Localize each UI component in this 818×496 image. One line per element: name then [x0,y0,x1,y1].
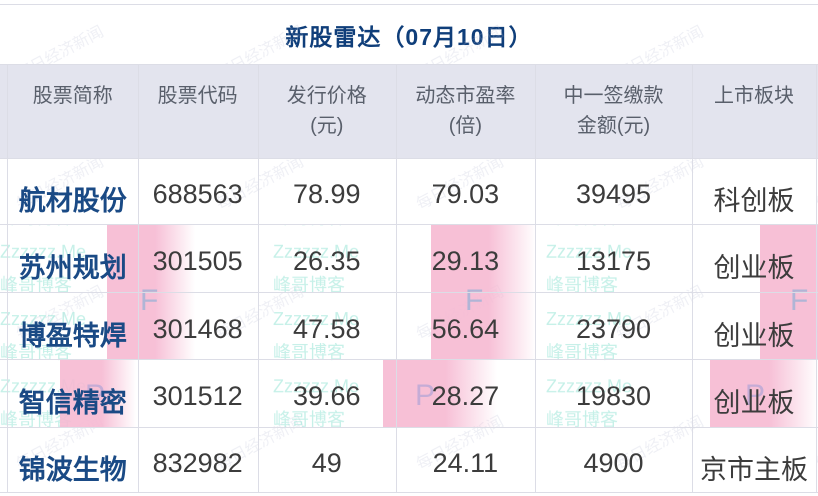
svg-text:F: F [790,284,808,317]
svg-text:F: F [140,284,158,317]
svg-text:F: F [465,284,483,317]
